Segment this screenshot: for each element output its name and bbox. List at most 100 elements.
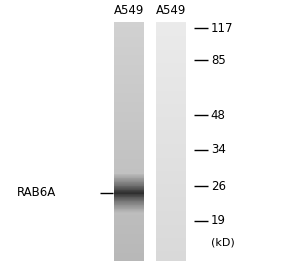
Bar (114, 34, 144, 35)
Bar (114, 204, 144, 205)
Bar (156, 209, 186, 210)
Bar (156, 160, 186, 161)
Bar (114, 130, 144, 131)
Bar (114, 211, 144, 212)
Bar (114, 22, 144, 23)
Bar (156, 138, 186, 139)
Bar (156, 157, 186, 158)
Bar (156, 175, 186, 176)
Bar (156, 62, 186, 63)
Bar (114, 150, 144, 151)
Bar (114, 142, 144, 143)
Bar (114, 182, 144, 183)
Bar (114, 256, 144, 257)
Bar (114, 104, 144, 105)
Bar (114, 144, 144, 145)
Bar (114, 63, 144, 64)
Bar (156, 202, 186, 203)
Bar (156, 102, 186, 103)
Bar (114, 155, 144, 156)
Bar (156, 203, 186, 204)
Bar (114, 255, 144, 256)
Bar (156, 200, 186, 201)
Bar (114, 164, 144, 165)
Bar (114, 205, 144, 206)
Bar (156, 132, 186, 133)
Bar (114, 239, 144, 240)
Bar (156, 187, 186, 188)
Bar (114, 249, 144, 250)
Bar (156, 170, 186, 171)
Bar (114, 210, 144, 211)
Bar (114, 27, 144, 28)
Bar (114, 145, 144, 146)
Bar (156, 127, 186, 128)
Bar (156, 35, 186, 36)
Bar (156, 72, 186, 73)
Bar (156, 98, 186, 99)
Bar (156, 100, 186, 101)
Bar (156, 149, 186, 150)
Bar (156, 259, 186, 260)
Bar (114, 227, 144, 228)
Bar (114, 209, 144, 210)
Bar (114, 154, 144, 155)
Bar (114, 89, 144, 90)
Bar (156, 131, 186, 132)
Bar (114, 82, 144, 83)
Bar (114, 111, 144, 112)
Bar (114, 141, 144, 142)
Bar (156, 128, 186, 129)
Bar (156, 192, 186, 193)
Bar (114, 215, 144, 216)
Bar (114, 259, 144, 260)
Bar (156, 116, 186, 117)
Bar (156, 255, 186, 256)
Bar (114, 258, 144, 259)
Bar (114, 184, 144, 185)
Bar (156, 179, 186, 180)
Bar (156, 260, 186, 261)
Bar (156, 139, 186, 140)
Bar (156, 174, 186, 175)
Bar (114, 70, 144, 71)
Bar (156, 65, 186, 66)
Bar (156, 103, 186, 104)
Bar (156, 173, 186, 174)
Bar (114, 122, 144, 123)
Bar (156, 197, 186, 198)
Bar (156, 245, 186, 246)
Bar (114, 38, 144, 39)
Bar (156, 191, 186, 192)
Bar (114, 117, 144, 118)
Bar (156, 29, 186, 30)
Bar (114, 153, 144, 154)
Bar (156, 49, 186, 50)
Bar (156, 242, 186, 243)
Bar (156, 75, 186, 76)
Bar (114, 207, 144, 208)
Bar (114, 240, 144, 241)
Bar (156, 208, 186, 209)
Bar (156, 26, 186, 27)
Bar (114, 88, 144, 89)
Bar (156, 130, 186, 131)
Bar (114, 206, 144, 207)
Bar (156, 164, 186, 165)
Bar (156, 67, 186, 68)
Bar (156, 45, 186, 46)
Bar (156, 228, 186, 229)
Bar (114, 190, 144, 191)
Bar (114, 30, 144, 31)
Bar (114, 74, 144, 75)
Bar (156, 87, 186, 88)
Bar (114, 125, 144, 126)
Bar (114, 157, 144, 158)
Bar (156, 143, 186, 144)
Bar (156, 238, 186, 239)
Bar (114, 139, 144, 140)
Bar (156, 74, 186, 75)
Bar (156, 205, 186, 206)
Bar (114, 222, 144, 223)
Bar (156, 236, 186, 237)
